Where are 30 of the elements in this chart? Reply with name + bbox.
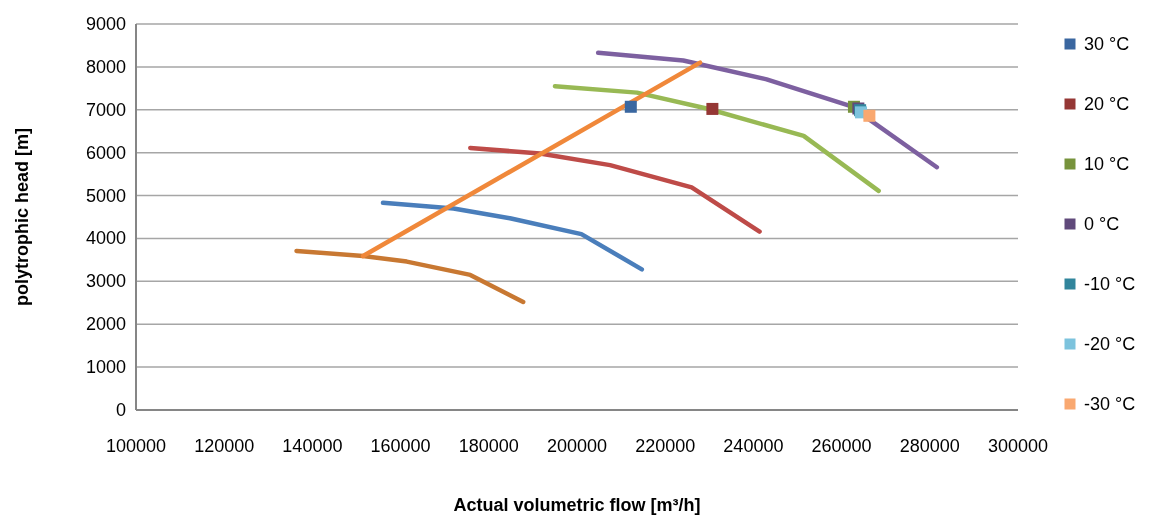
y-tick-label: 6000 [85, 142, 126, 163]
legend-label: -20 °C [1084, 334, 1136, 354]
legend-label: 10 °C [1084, 154, 1130, 174]
legend-label: 0 °C [1084, 214, 1120, 234]
x-tick-label: 240000 [723, 436, 784, 456]
x-tick-label: 120000 [194, 436, 255, 456]
x-axis-title: Actual volumetric flow [m³/h] [453, 495, 701, 515]
x-tick-label: 100000 [105, 436, 167, 456]
y-tick-label: 2000 [85, 314, 126, 335]
x-tick-label: 180000 [458, 436, 519, 456]
x-tick-label: 280000 [899, 436, 960, 456]
x-tick-label: 220000 [635, 436, 696, 456]
y-tick-label: 4000 [85, 228, 126, 249]
legend-label: -30 °C [1084, 394, 1136, 414]
legend-label: 20 °C [1084, 94, 1130, 114]
y-tick-label: 5000 [85, 185, 126, 206]
x-tick-label: 140000 [282, 436, 343, 456]
y-tick-label: 3000 [85, 271, 126, 292]
x-tick-label: 160000 [370, 436, 431, 456]
y-tick-label: 1000 [85, 357, 126, 378]
x-tick-label: 300000 [987, 436, 1049, 456]
y-tick-label: 9000 [85, 14, 126, 34]
x-tick-label: 260000 [811, 436, 872, 456]
y-axis-title: polytrophic head [m] [12, 127, 32, 307]
y-tick-label: 0 [115, 400, 126, 420]
y-tick-label: 8000 [85, 56, 126, 77]
x-tick-label: 200000 [546, 436, 608, 456]
y-tick-label: 7000 [85, 99, 126, 120]
legend-label: 30 °C [1084, 34, 1130, 54]
legend-label: -10 °C [1084, 274, 1136, 294]
